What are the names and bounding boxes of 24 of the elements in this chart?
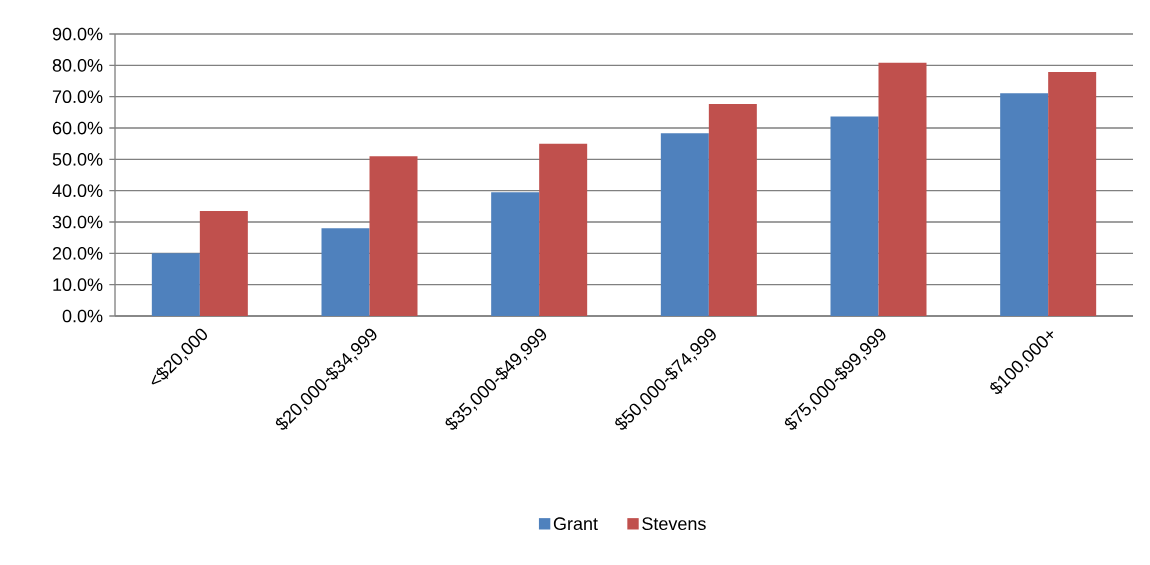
y-tick-label: 80.0% <box>52 58 103 72</box>
bar <box>491 192 540 316</box>
bar <box>830 116 879 316</box>
bar <box>199 211 248 316</box>
y-tick-label: 20.0% <box>52 246 103 260</box>
legend-label: Grant <box>553 517 598 531</box>
y-tick-label: 40.0% <box>52 184 103 198</box>
bar <box>369 156 418 316</box>
legend-label: Stevens <box>642 517 706 531</box>
bar <box>321 228 370 316</box>
y-tick-label: 30.0% <box>52 215 103 229</box>
y-tick-label: 50.0% <box>52 152 103 166</box>
y-tick-label: 70.0% <box>52 90 103 104</box>
y-tick-label: 90.0% <box>52 27 103 41</box>
bar <box>1000 93 1049 316</box>
bar <box>1048 71 1097 316</box>
y-tick-label: 0.0% <box>62 309 103 323</box>
y-tick-label: 60.0% <box>52 121 103 135</box>
bar <box>708 103 757 316</box>
y-tick-label: 10.0% <box>53 278 103 292</box>
bar <box>660 133 709 316</box>
bar <box>878 62 927 316</box>
bar <box>151 253 200 316</box>
bar <box>539 143 588 316</box>
